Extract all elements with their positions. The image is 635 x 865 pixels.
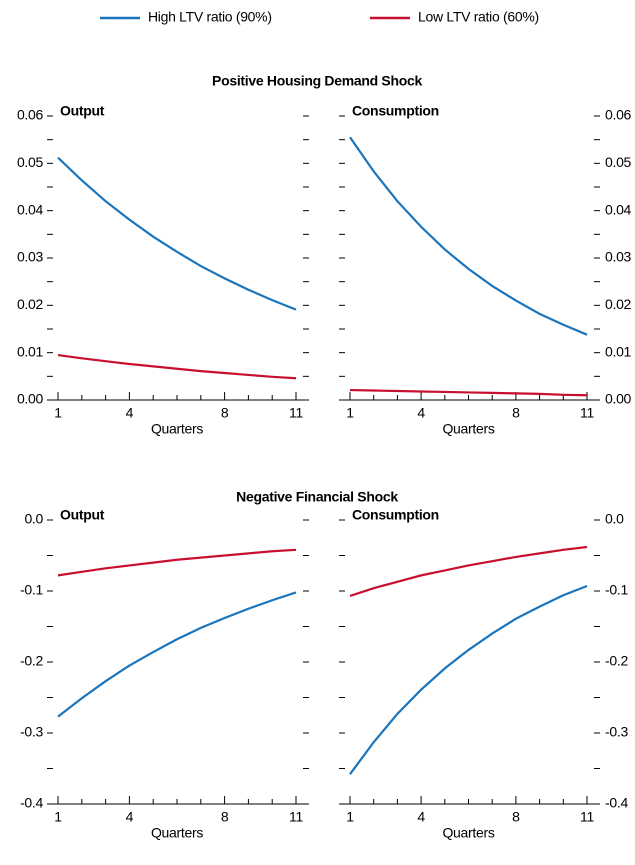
y-tick-label: -0.2 (605, 653, 628, 669)
y-tick-label: 0.05 (605, 154, 632, 170)
series-line (57, 548, 297, 577)
x-axis-label: Quarters (151, 825, 203, 841)
x-axis-label: Quarters (442, 421, 494, 437)
y-tick-label: -0.3 (605, 724, 628, 740)
x-tick-label: 1 (54, 809, 62, 825)
x-tick-label: 11 (289, 809, 303, 825)
y-tick-label: 0.01 (605, 343, 632, 359)
y-tick-label: 0.05 (17, 154, 44, 170)
y-tick-label: -0.4 (605, 795, 628, 811)
x-tick-label: 1 (54, 405, 62, 421)
x-tick-label: 1 (346, 809, 354, 825)
y-tick-label: 0.00 (605, 391, 632, 407)
y-tick-label: 0.04 (17, 201, 44, 217)
x-tick-label: 8 (221, 405, 229, 421)
x-tick-label: 8 (512, 405, 520, 421)
y-tick-label: -0.2 (20, 653, 43, 669)
panel-title: Consumption (352, 507, 439, 523)
series-line (349, 585, 588, 775)
x-tick-label: 11 (580, 809, 594, 825)
y-tick-label: -0.4 (20, 795, 43, 811)
y-tick-label: -0.1 (605, 582, 628, 598)
x-axis-label: Quarters (151, 421, 203, 437)
panel-title: Consumption (352, 103, 439, 119)
y-tick-label: -0.3 (20, 724, 43, 740)
x-tick-label: 4 (417, 405, 425, 421)
y-tick-label: 0.03 (605, 249, 632, 265)
x-tick-label: 8 (512, 809, 520, 825)
y-tick-label: 0.01 (17, 343, 44, 359)
y-tick-label: 0.03 (17, 249, 44, 265)
series-line (57, 156, 297, 311)
y-tick-label: 0.0 (24, 511, 43, 527)
legend-label: Low LTV ratio (60%) (418, 9, 539, 25)
legend-label: High LTV ratio (90%) (148, 9, 272, 25)
x-tick-label: 11 (289, 405, 303, 421)
series-line (349, 136, 588, 336)
y-tick-label: 0.02 (605, 296, 632, 312)
panel-title: Output (60, 103, 105, 119)
y-tick-label: 0.00 (17, 391, 44, 407)
series-line (57, 353, 297, 380)
x-tick-label: 1 (346, 405, 354, 421)
series-line (57, 591, 297, 718)
y-tick-label: 0.02 (17, 296, 44, 312)
series-line (349, 545, 588, 598)
x-axis-label: Quarters (442, 825, 494, 841)
y-tick-label: 0.06 (17, 107, 44, 123)
series-line (349, 388, 588, 397)
section-title: Negative Financial Shock (236, 489, 398, 505)
y-tick-label: 0.06 (605, 107, 632, 123)
x-tick-label: 4 (417, 809, 425, 825)
section-title: Positive Housing Demand Shock (212, 73, 422, 89)
y-tick-label: 0.04 (605, 201, 632, 217)
x-tick-label: 11 (580, 405, 594, 421)
panel-title: Output (60, 507, 105, 523)
y-tick-label: 0.0 (605, 511, 624, 527)
x-tick-label: 8 (221, 809, 229, 825)
y-tick-label: -0.1 (20, 582, 43, 598)
x-tick-label: 4 (126, 405, 134, 421)
x-tick-label: 4 (126, 809, 134, 825)
